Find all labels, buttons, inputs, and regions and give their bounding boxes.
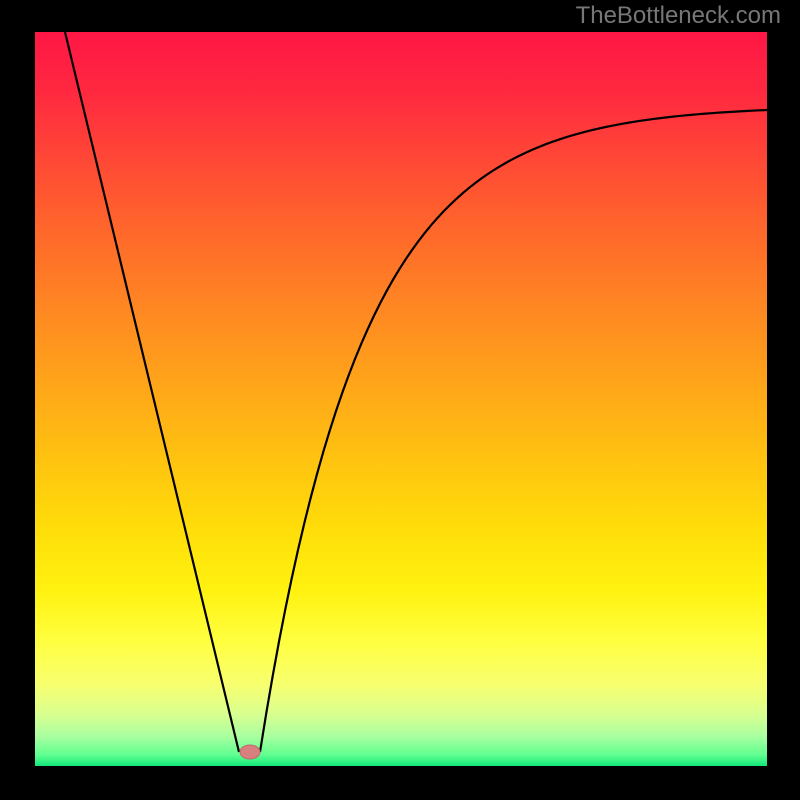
- curve-right-branch: [260, 110, 767, 752]
- minimum-marker: [240, 745, 260, 759]
- watermark-text: TheBottleneck.com: [576, 2, 781, 30]
- plot-area: [35, 32, 767, 766]
- curve-left-branch: [65, 32, 239, 752]
- bottleneck-curve: [35, 32, 767, 766]
